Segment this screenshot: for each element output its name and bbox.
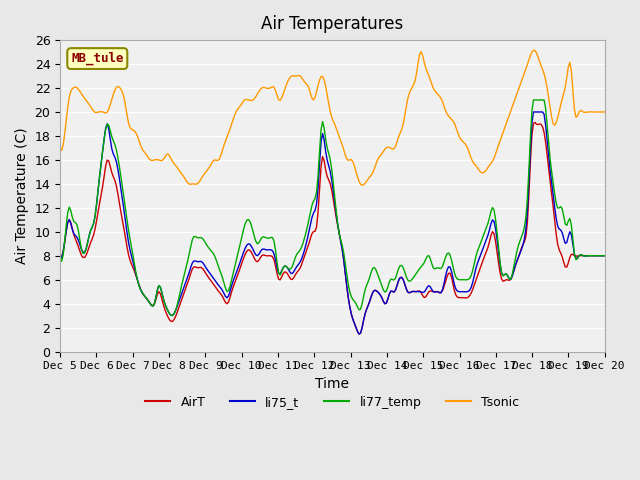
li77_temp (123, 216, 131, 222)
Tsonic (573, 113, 581, 119)
AirT (601, 253, 609, 259)
AirT (123, 243, 131, 249)
Line: AirT: AirT (60, 122, 605, 334)
AirT (294, 268, 302, 274)
AirT (531, 120, 539, 125)
Tsonic (123, 111, 131, 117)
Text: MB_tule: MB_tule (71, 52, 124, 65)
AirT (573, 253, 581, 259)
li77_temp (530, 97, 538, 103)
Line: li75_t: li75_t (60, 112, 605, 334)
AirT (246, 247, 253, 253)
Tsonic (530, 48, 538, 53)
li75_t (294, 262, 302, 267)
li75_t (573, 255, 581, 261)
li77_temp (238, 232, 246, 238)
li75_t (246, 241, 253, 247)
li77_temp (296, 248, 303, 253)
Line: li77_temp: li77_temp (60, 100, 605, 315)
li77_temp (220, 280, 228, 286)
Tsonic (246, 97, 253, 103)
li75_t (601, 253, 609, 259)
Tsonic (219, 147, 227, 153)
Title: Air Temperatures: Air Temperatures (261, 15, 404, 33)
X-axis label: Time: Time (316, 377, 349, 391)
li75_t (237, 258, 244, 264)
li77_temp (168, 312, 176, 318)
Legend: AirT, li75_t, li77_temp, Tsonic: AirT, li75_t, li77_temp, Tsonic (140, 391, 524, 414)
Tsonic (237, 103, 244, 108)
li77_temp (573, 256, 581, 262)
Tsonic (601, 109, 609, 115)
Tsonic (56, 145, 64, 151)
li77_temp (248, 222, 255, 228)
li75_t (123, 229, 131, 235)
Line: Tsonic: Tsonic (60, 50, 605, 185)
AirT (237, 264, 244, 269)
AirT (56, 253, 64, 259)
li75_t (355, 331, 363, 337)
AirT (219, 294, 227, 300)
Tsonic (358, 182, 366, 188)
AirT (355, 331, 363, 337)
li75_t (530, 109, 538, 115)
li77_temp (56, 253, 64, 259)
Y-axis label: Air Temperature (C): Air Temperature (C) (15, 128, 29, 264)
li75_t (56, 253, 64, 259)
Tsonic (294, 72, 302, 78)
li75_t (219, 288, 227, 293)
li77_temp (601, 253, 609, 259)
